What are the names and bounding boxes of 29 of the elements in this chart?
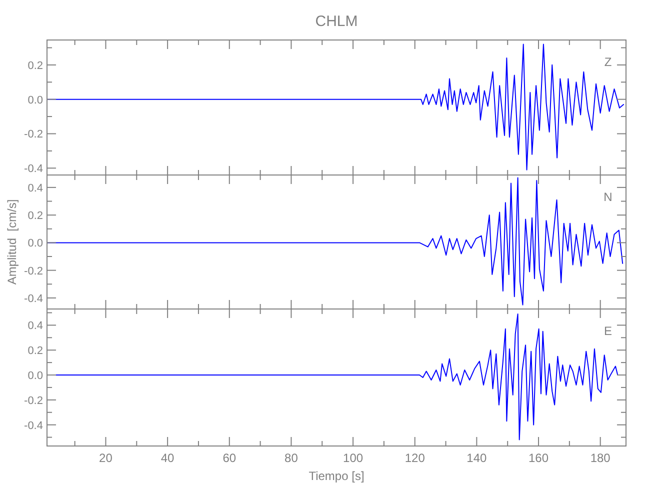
x-tick-label: 80 (284, 451, 298, 465)
y-axis-title: Amplitud [cm/s] (5, 199, 19, 285)
x-tick-label: 160 (528, 451, 549, 465)
y-tick-label: 0.0 (28, 238, 43, 250)
y-tick-label: -0.2 (24, 394, 43, 407)
y-tick-label: 0.0 (28, 370, 43, 382)
y-tick-label: 0.2 (28, 345, 43, 358)
annotation: N (604, 190, 612, 204)
x-axis-title: Tiempo [s] (308, 469, 364, 483)
annotation: Z (604, 55, 612, 69)
y-tick-label: -0.4 (24, 163, 43, 176)
x-tick-label: 120 (404, 451, 426, 465)
x-tick-label: 140 (466, 451, 488, 465)
y-tick-label: -0.4 (24, 292, 43, 305)
x-tick-label: 180 (590, 451, 611, 465)
y-tick-label: -0.2 (24, 128, 43, 141)
y-tick-label: 0.2 (28, 60, 43, 72)
annotation: E (604, 324, 612, 338)
y-tick-label: 0.2 (28, 210, 43, 222)
y-tick-label: 0.4 (28, 182, 43, 194)
y-tick-label: 0.0 (28, 94, 43, 106)
x-tick-label: 60 (222, 451, 236, 465)
y-tick-label: 0.4 (28, 320, 43, 332)
x-tick-label: 20 (99, 451, 113, 465)
x-tick-label: 100 (343, 451, 364, 465)
y-tick-label: -0.4 (24, 420, 43, 432)
y-tick-label: -0.2 (24, 265, 43, 278)
x-tick-label: 40 (160, 451, 175, 465)
chart-title: CHLM (315, 13, 358, 30)
